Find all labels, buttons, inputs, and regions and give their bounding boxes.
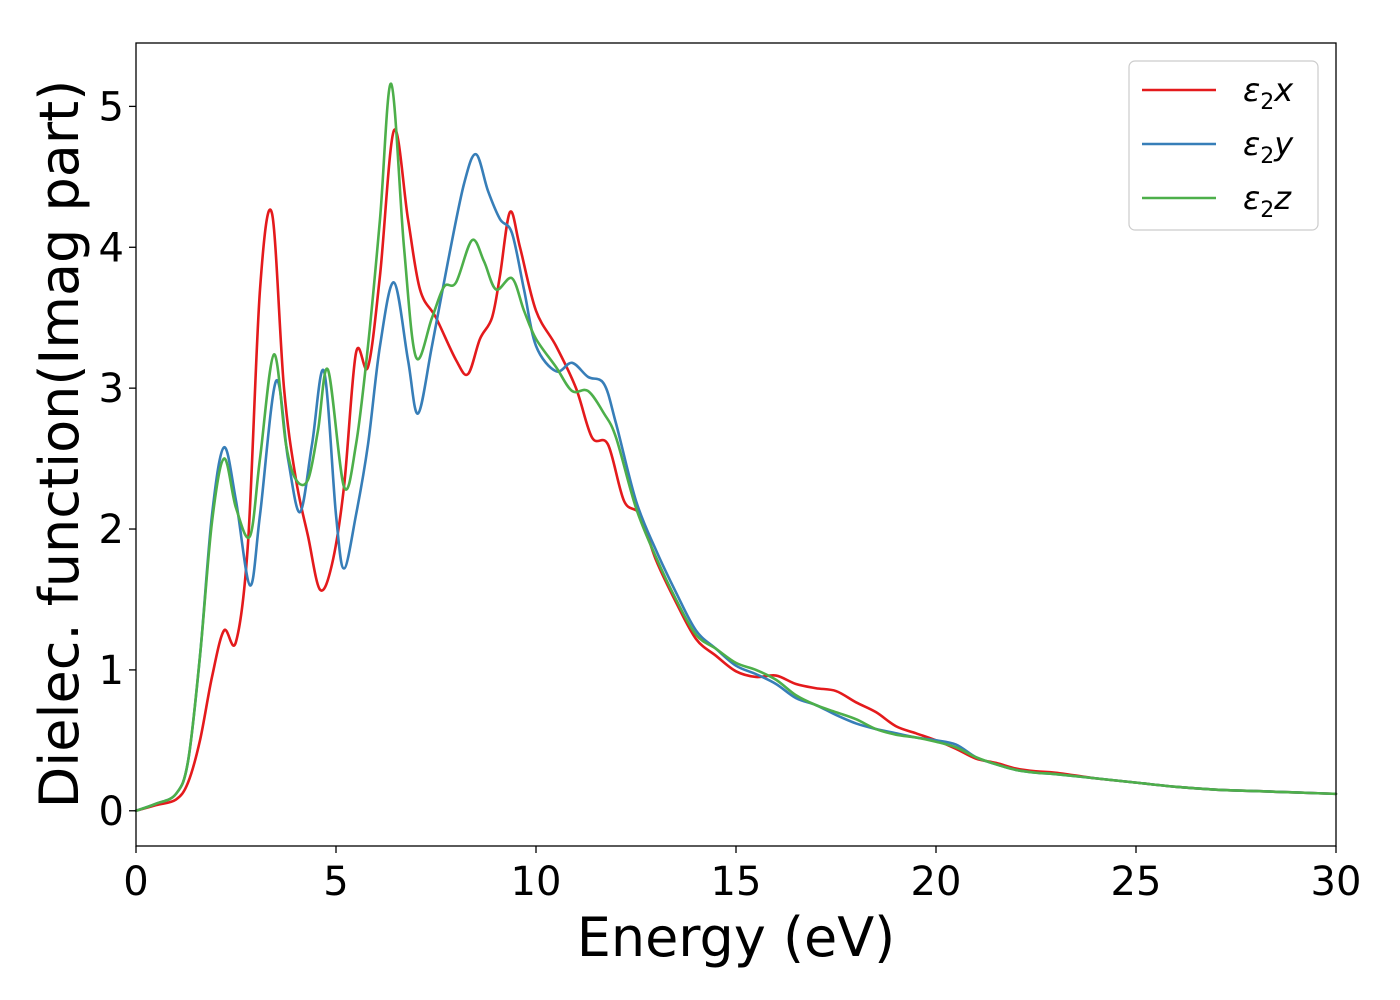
x-tick-label: 15	[711, 859, 762, 905]
x-tick-label: 20	[911, 859, 962, 905]
series-line-x	[134, 128, 1338, 813]
y-axis-label: Dielec. function(Imag part)	[28, 80, 91, 809]
x-axis-label: Energy (eV)	[577, 906, 896, 969]
series-line-z	[134, 82, 1338, 813]
x-tick-label: 25	[1111, 859, 1162, 905]
y-tick-label: 0	[99, 789, 124, 835]
legend-label-x: ε2x	[1243, 71, 1294, 115]
y-tick-label: 3	[99, 366, 124, 412]
y-axis-ticks: 0 1 2 3 4 5	[99, 84, 136, 835]
x-tick-label: 10	[511, 859, 562, 905]
legend-label-z: ε2z	[1243, 179, 1292, 223]
x-tick-label: 30	[1311, 859, 1362, 905]
legend: ε2x ε2y ε2z	[1128, 60, 1319, 231]
x-tick-label: 0	[123, 859, 148, 905]
legend-label-y: ε2y	[1243, 125, 1294, 169]
x-axis-ticks: 0 5 10 15 20 25 30	[123, 846, 1361, 905]
y-tick-label: 5	[99, 84, 124, 130]
y-tick-label: 2	[99, 507, 124, 553]
plot-lines	[134, 82, 1338, 813]
y-tick-label: 4	[99, 225, 124, 271]
x-tick-label: 5	[323, 859, 348, 905]
legend-box	[1128, 60, 1319, 231]
y-tick-label: 1	[99, 648, 124, 694]
